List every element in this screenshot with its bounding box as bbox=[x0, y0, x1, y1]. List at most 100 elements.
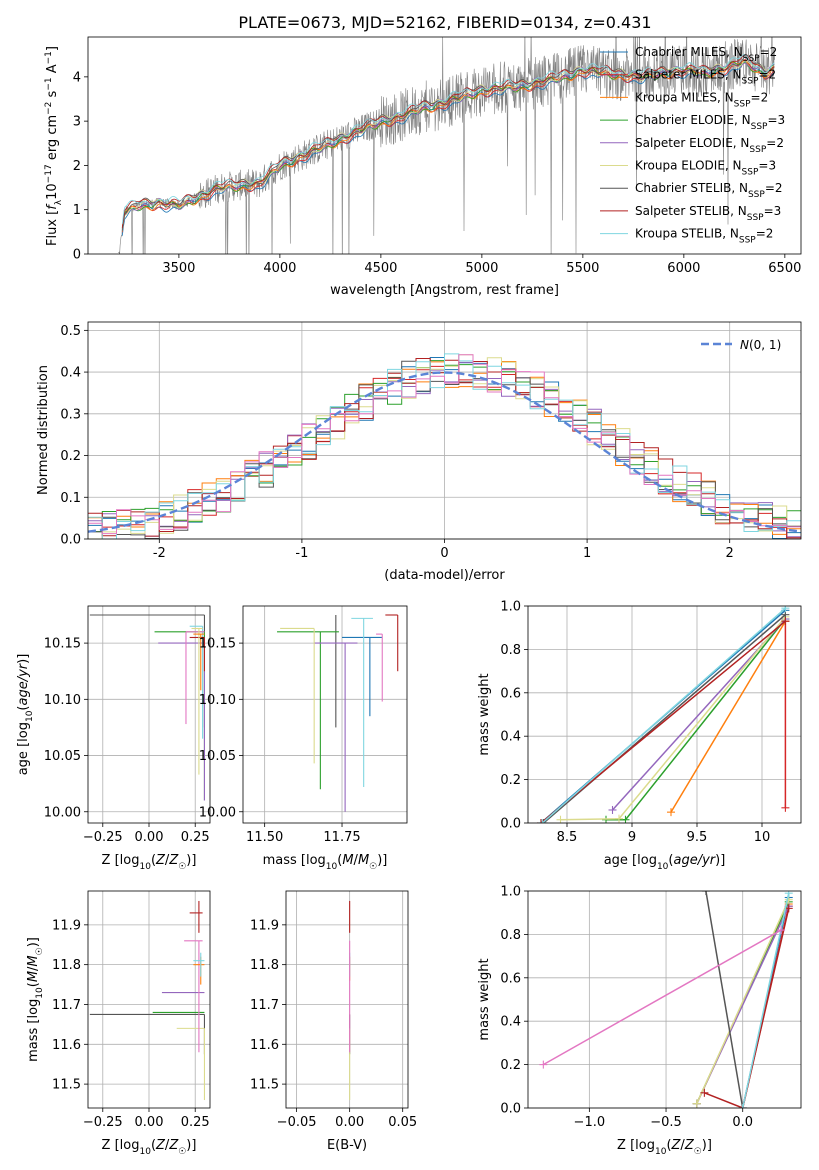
x-axis-label: mass [log10(M/M☉)] bbox=[263, 853, 388, 872]
x-tick-label: 5500 bbox=[566, 261, 599, 276]
y-tick-label: 0.8 bbox=[500, 928, 521, 943]
y-tick-label: 10.05 bbox=[199, 749, 236, 764]
y-tick-label: 1 bbox=[73, 203, 81, 218]
x-axis-label: Z [log10(Z/Z☉)] bbox=[102, 1138, 197, 1157]
legend-label: N(0, 1) bbox=[740, 338, 781, 352]
legend-label: Chabrier ELODIE, NSSP=3 bbox=[635, 113, 785, 132]
y-tick-label: 4 bbox=[73, 70, 81, 85]
y-tick-label: 0.4 bbox=[500, 730, 521, 745]
weight-line bbox=[542, 929, 782, 1066]
spectrum-legend: Chabrier MILES, NSSP=2 Salpeter MILES, NS… bbox=[600, 45, 785, 246]
x-tick-label: −1.0 bbox=[574, 1115, 606, 1130]
y-tick-label: 11.6 bbox=[250, 1038, 279, 1053]
weight-line bbox=[560, 616, 786, 821]
y-tick-label: 0.6 bbox=[500, 686, 521, 701]
y-tick-label: 10.10 bbox=[44, 693, 81, 708]
mass-vs-z-panel: −0.25 0.00 0.25 11.5 11.6 11.7 11.8 11.9 Z [log1… bbox=[26, 890, 211, 1157]
y-axis-label: Normed distribution bbox=[36, 365, 51, 495]
y-tick-label: 1.0 bbox=[500, 600, 521, 615]
x-tick-label: 2 bbox=[726, 546, 734, 561]
ticks: 3500 4000 4500 5000 5500 6000 6500 0 1 2 3 4 bbox=[73, 70, 802, 276]
x-tick-label: 0.0 bbox=[732, 1115, 753, 1130]
legend-label: Kroupa STELIB, NSSP=2 bbox=[635, 227, 773, 246]
age-vs-z-panel: −0.25 0.00 0.25 10.00 10.05 10.10 10.15 Z [log1… bbox=[16, 605, 211, 872]
y-tick-label: 10.10 bbox=[199, 693, 236, 708]
y-tick-label: 0.0 bbox=[60, 533, 81, 548]
x-axis-label: Z [log10(Z/Z☉)] bbox=[617, 1138, 712, 1157]
ticks: −1.0 −0.5 0.0 0.0 0.2 0.4 0.6 0.8 1.0 bbox=[500, 885, 753, 1131]
plot-area bbox=[537, 606, 790, 823]
ticks: 8.5 9 9.5 10 0.0 0.2 0.4 0.6 0.8 1.0 bbox=[500, 600, 770, 846]
x-tick-label: -2 bbox=[153, 546, 166, 561]
y-tick-label: 0.4 bbox=[60, 366, 81, 381]
legend-label: Chabrier STELIB, NSSP=2 bbox=[635, 181, 783, 200]
histogram-step-line bbox=[88, 354, 801, 535]
x-tick-label: 11.75 bbox=[323, 830, 360, 845]
weight-vs-age-panel: 8.5 9 9.5 10 0.0 0.2 0.4 0.6 0.8 1.0 age [log10(ag… bbox=[477, 600, 802, 872]
x-tick-label: 9 bbox=[628, 830, 636, 845]
x-tick-label: 4000 bbox=[263, 261, 296, 276]
y-tick-label: 11.8 bbox=[250, 958, 279, 973]
x-tick-label: -1 bbox=[295, 546, 308, 561]
y-tick-label: 0.6 bbox=[500, 971, 521, 986]
grid bbox=[528, 890, 801, 1109]
ticks: 11.50 11.75 10.00 10.05 10.10 10.15 bbox=[199, 637, 361, 845]
y-tick-label: 0.4 bbox=[500, 1015, 521, 1030]
y-tick-label: 0.5 bbox=[60, 324, 81, 339]
x-axis-label: (data-model)/error bbox=[384, 568, 505, 583]
y-tick-label: 0.2 bbox=[60, 449, 81, 464]
normal-reference-curve bbox=[88, 371, 801, 533]
x-tick-label: 0.25 bbox=[181, 830, 210, 845]
y-axis-label: mass weight bbox=[477, 958, 492, 1040]
y-tick-label: 10.00 bbox=[199, 805, 236, 820]
y-tick-label: 10.05 bbox=[44, 749, 81, 764]
legend-label: Salpeter ELODIE, NSSP=2 bbox=[635, 136, 784, 155]
x-tick-label: −0.25 bbox=[83, 1115, 123, 1130]
y-tick-label: 0.1 bbox=[60, 491, 81, 506]
plot-area bbox=[118, 37, 775, 254]
residual-legend: N(0, 1) bbox=[701, 338, 781, 352]
y-axis-label: mass weight bbox=[477, 673, 492, 755]
axes-frame bbox=[242, 605, 408, 824]
y-tick-label: 0.8 bbox=[500, 643, 521, 658]
x-axis-label: E(B-V) bbox=[327, 1138, 367, 1153]
y-axis-label: mass [log10(M/M☉)] bbox=[26, 937, 45, 1062]
y-tick-label: 11.8 bbox=[52, 958, 81, 973]
weight-line bbox=[704, 908, 790, 1108]
observed-spectrum-line bbox=[118, 37, 775, 254]
x-tick-label: 9.5 bbox=[687, 830, 708, 845]
plot-area bbox=[89, 900, 206, 1101]
x-tick-label: 6000 bbox=[667, 261, 700, 276]
plot-area bbox=[89, 614, 206, 801]
grid bbox=[88, 891, 210, 1108]
plot-area bbox=[277, 614, 399, 812]
x-tick-label: 0.00 bbox=[135, 1115, 164, 1130]
axes-frame bbox=[285, 890, 409, 1109]
y-axis-label: Flux [fλ10−17 erg cm−2 s−1 A−1] bbox=[44, 46, 64, 246]
histogram-step-line bbox=[88, 353, 801, 539]
age-vs-mass-panel: 11.50 11.75 10.00 10.05 10.10 10.15 mass [log1… bbox=[199, 605, 408, 872]
y-tick-label: 11.7 bbox=[250, 998, 279, 1013]
axes-frame bbox=[87, 890, 211, 1109]
axes-frame bbox=[87, 321, 802, 540]
x-tick-label: 1 bbox=[583, 546, 591, 561]
legend-label: Salpeter STELIB, NSSP=3 bbox=[635, 204, 781, 223]
weight-line bbox=[705, 891, 744, 1108]
weight-line bbox=[541, 607, 786, 823]
y-tick-label: 11.5 bbox=[250, 1078, 279, 1093]
legend-label: Salpeter MILES, NSSP=2 bbox=[635, 68, 776, 87]
x-tick-label: 10 bbox=[754, 830, 771, 845]
x-tick-label: −0.25 bbox=[83, 830, 123, 845]
mass-vs-ebv-panel: −0.05 0.00 0.05 11.5 11.6 11.7 11.8 11.9 E(B-V) bbox=[250, 890, 417, 1153]
x-tick-label: 3500 bbox=[162, 261, 195, 276]
y-tick-label: 11.7 bbox=[52, 998, 81, 1013]
y-tick-label: 1.0 bbox=[500, 885, 521, 900]
y-tick-label: 2 bbox=[73, 159, 81, 174]
x-tick-label: −0.05 bbox=[277, 1115, 317, 1130]
y-tick-label: 0 bbox=[73, 248, 81, 263]
y-tick-label: 0.0 bbox=[500, 817, 521, 832]
x-axis-label: wavelength [Angstrom, rest frame] bbox=[330, 283, 559, 298]
y-tick-label: 0.0 bbox=[500, 1102, 521, 1117]
x-tick-label: 4500 bbox=[364, 261, 397, 276]
